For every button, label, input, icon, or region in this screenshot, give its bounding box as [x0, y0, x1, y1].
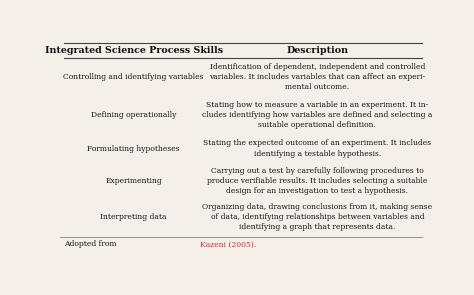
- Text: Integrated Science Process Skills: Integrated Science Process Skills: [45, 46, 223, 55]
- Text: Defining operationally: Defining operationally: [91, 111, 176, 119]
- Text: Kazeni (2005).: Kazeni (2005).: [200, 240, 256, 248]
- Text: Interpreting data: Interpreting data: [100, 213, 167, 221]
- Text: Controlling and identifying variables: Controlling and identifying variables: [64, 73, 204, 81]
- Text: Identification of dependent, independent and controlled
variables. It includes v: Identification of dependent, independent…: [209, 63, 425, 91]
- Text: Formulating hypotheses: Formulating hypotheses: [87, 145, 180, 153]
- Text: Carrying out a test by carefully following procedures to
produce verifiable resu: Carrying out a test by carefully followi…: [207, 167, 428, 195]
- Text: Organizing data, drawing conclusions from it, making sense
of data, identifying : Organizing data, drawing conclusions fro…: [202, 203, 432, 232]
- Text: Experimenting: Experimenting: [105, 177, 162, 185]
- Text: Stating the expected outcome of an experiment. It includes
identifying a testabl: Stating the expected outcome of an exper…: [203, 140, 431, 158]
- Text: Adopted from: Adopted from: [64, 240, 118, 248]
- Text: Description: Description: [286, 46, 348, 55]
- Text: Stating how to measure a variable in an experiment. It in-
cludes identifying ho: Stating how to measure a variable in an …: [202, 101, 432, 129]
